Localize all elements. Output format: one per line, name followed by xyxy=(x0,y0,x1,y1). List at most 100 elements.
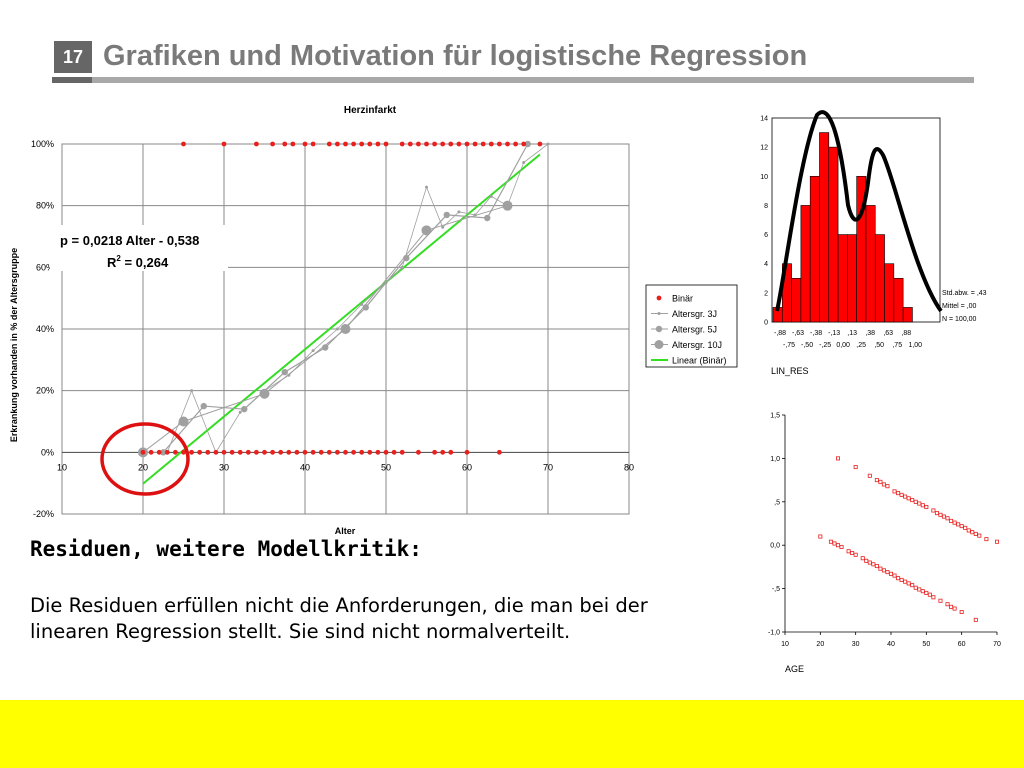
legend-marker xyxy=(656,295,662,301)
histogram-x-tick: ,13 xyxy=(847,330,857,337)
section-heading: Residuen, weitere Modellkritik: xyxy=(30,537,422,561)
x-tick-label: 70 xyxy=(543,462,553,472)
residual-point xyxy=(931,508,936,513)
binaer-point xyxy=(197,449,203,455)
binaer-point xyxy=(173,449,178,455)
histogram-bar xyxy=(847,234,857,323)
residual-point xyxy=(853,465,858,470)
binaer-point xyxy=(254,449,259,455)
histogram-bar xyxy=(874,234,885,323)
x-axis-ticks: 10 20 30 40 50 60 70 80 xyxy=(57,462,634,472)
residual-point xyxy=(892,573,897,578)
scatter-x-ticks: 10 20 30 40 50 60 70 xyxy=(781,632,1001,648)
binaer-point xyxy=(326,449,332,455)
residual-point xyxy=(867,473,872,478)
residual-point xyxy=(874,478,879,483)
binaer-point xyxy=(156,449,162,455)
residual-point xyxy=(881,482,886,487)
histogram-y-tick: 6 xyxy=(764,232,768,239)
binaer-point xyxy=(480,141,486,147)
series-point xyxy=(238,410,242,414)
x-tick-label: 20 xyxy=(138,462,148,472)
legend-marker xyxy=(657,312,661,315)
series-point xyxy=(524,140,531,148)
residual-point xyxy=(917,501,922,506)
binaer-point xyxy=(282,141,288,147)
binaer-point xyxy=(505,141,510,147)
residual-point xyxy=(836,456,841,461)
binaer-point xyxy=(148,449,154,455)
binaer-point xyxy=(229,449,235,455)
residual-point xyxy=(924,505,929,510)
scatter-x-tick: 50 xyxy=(922,641,930,648)
binaer-point xyxy=(456,141,462,147)
binaer-point xyxy=(326,141,332,147)
series-point xyxy=(340,324,351,334)
residual-point xyxy=(938,512,943,517)
series-point xyxy=(335,327,339,331)
residual-point xyxy=(977,533,982,538)
binaer-point xyxy=(221,449,227,455)
residual-point xyxy=(896,491,901,496)
binaer-point xyxy=(237,449,243,455)
residual-point xyxy=(871,562,876,567)
residual-point xyxy=(836,543,841,548)
binaer-point xyxy=(464,141,470,147)
residual-point xyxy=(959,610,964,615)
residual-point xyxy=(850,551,855,556)
residual-point xyxy=(959,524,964,529)
legend-label: Linear (Binär) xyxy=(672,356,727,366)
series-point xyxy=(489,194,493,198)
scatter-y-tick: 1,0 xyxy=(770,456,780,463)
binaer-point xyxy=(497,141,502,147)
binaer-point xyxy=(399,449,405,455)
binaer-point xyxy=(375,141,381,147)
residual-point xyxy=(892,489,897,494)
scatter-x-tick: 10 xyxy=(781,641,789,648)
residual-point xyxy=(952,520,957,525)
binaer-point xyxy=(416,449,421,455)
x-tick-label: 10 xyxy=(57,462,67,472)
binaer-point xyxy=(189,449,195,455)
series-point xyxy=(178,416,189,427)
series-point xyxy=(425,185,428,189)
histogram-y-tick: 12 xyxy=(760,145,768,152)
regression-equation: p = 0,0218 Alter - 0,538 xyxy=(60,233,199,248)
scatter-x-label: AGE xyxy=(785,664,804,674)
y-axis-label: Erkrankung vorhanden in % der Altersgrup… xyxy=(9,248,19,442)
residual-point xyxy=(920,589,925,594)
series-point xyxy=(502,200,513,211)
residual-point xyxy=(963,525,968,530)
residual-point xyxy=(945,516,950,521)
scatter-x-tick: 40 xyxy=(887,641,895,648)
legend-label: Binär xyxy=(672,294,693,304)
binaer-point xyxy=(497,449,502,455)
binaer-point xyxy=(181,449,186,455)
binaer-point xyxy=(270,449,275,455)
legend-marker xyxy=(654,340,664,349)
series-point xyxy=(457,210,461,214)
binaer-point xyxy=(254,141,259,147)
binaer-point xyxy=(432,449,437,455)
histogram-x-tick: 0,00 xyxy=(836,342,850,349)
histogram-bar xyxy=(893,277,904,323)
binaer-point xyxy=(383,449,389,455)
histogram-y-tick: 10 xyxy=(760,174,768,181)
residual-histogram: 0 2 4 6 8 10 12 14 -,88 -,63 -,38 -,13 ,13 ,38 ,63 ,88… xyxy=(760,110,987,376)
residual-point xyxy=(828,539,833,544)
residual-point xyxy=(853,552,858,557)
residual-point xyxy=(839,544,844,549)
x-tick-label: 80 xyxy=(624,462,634,472)
histogram-stat: Mittel = ,00 xyxy=(942,303,977,310)
series-point xyxy=(400,265,404,269)
histogram-y-tick: 0 xyxy=(764,320,768,327)
binaer-point xyxy=(140,449,146,455)
binaer-point xyxy=(440,141,446,147)
binaer-point xyxy=(310,449,316,455)
y-tick-label: 100% xyxy=(31,139,54,149)
histogram-x-tick: -,38 xyxy=(810,330,822,337)
residual-point xyxy=(885,570,890,575)
histogram-stat: N = 100,00 xyxy=(942,316,977,323)
x-axis-label: Alter xyxy=(335,526,356,536)
y-tick-label: 60% xyxy=(36,262,54,272)
